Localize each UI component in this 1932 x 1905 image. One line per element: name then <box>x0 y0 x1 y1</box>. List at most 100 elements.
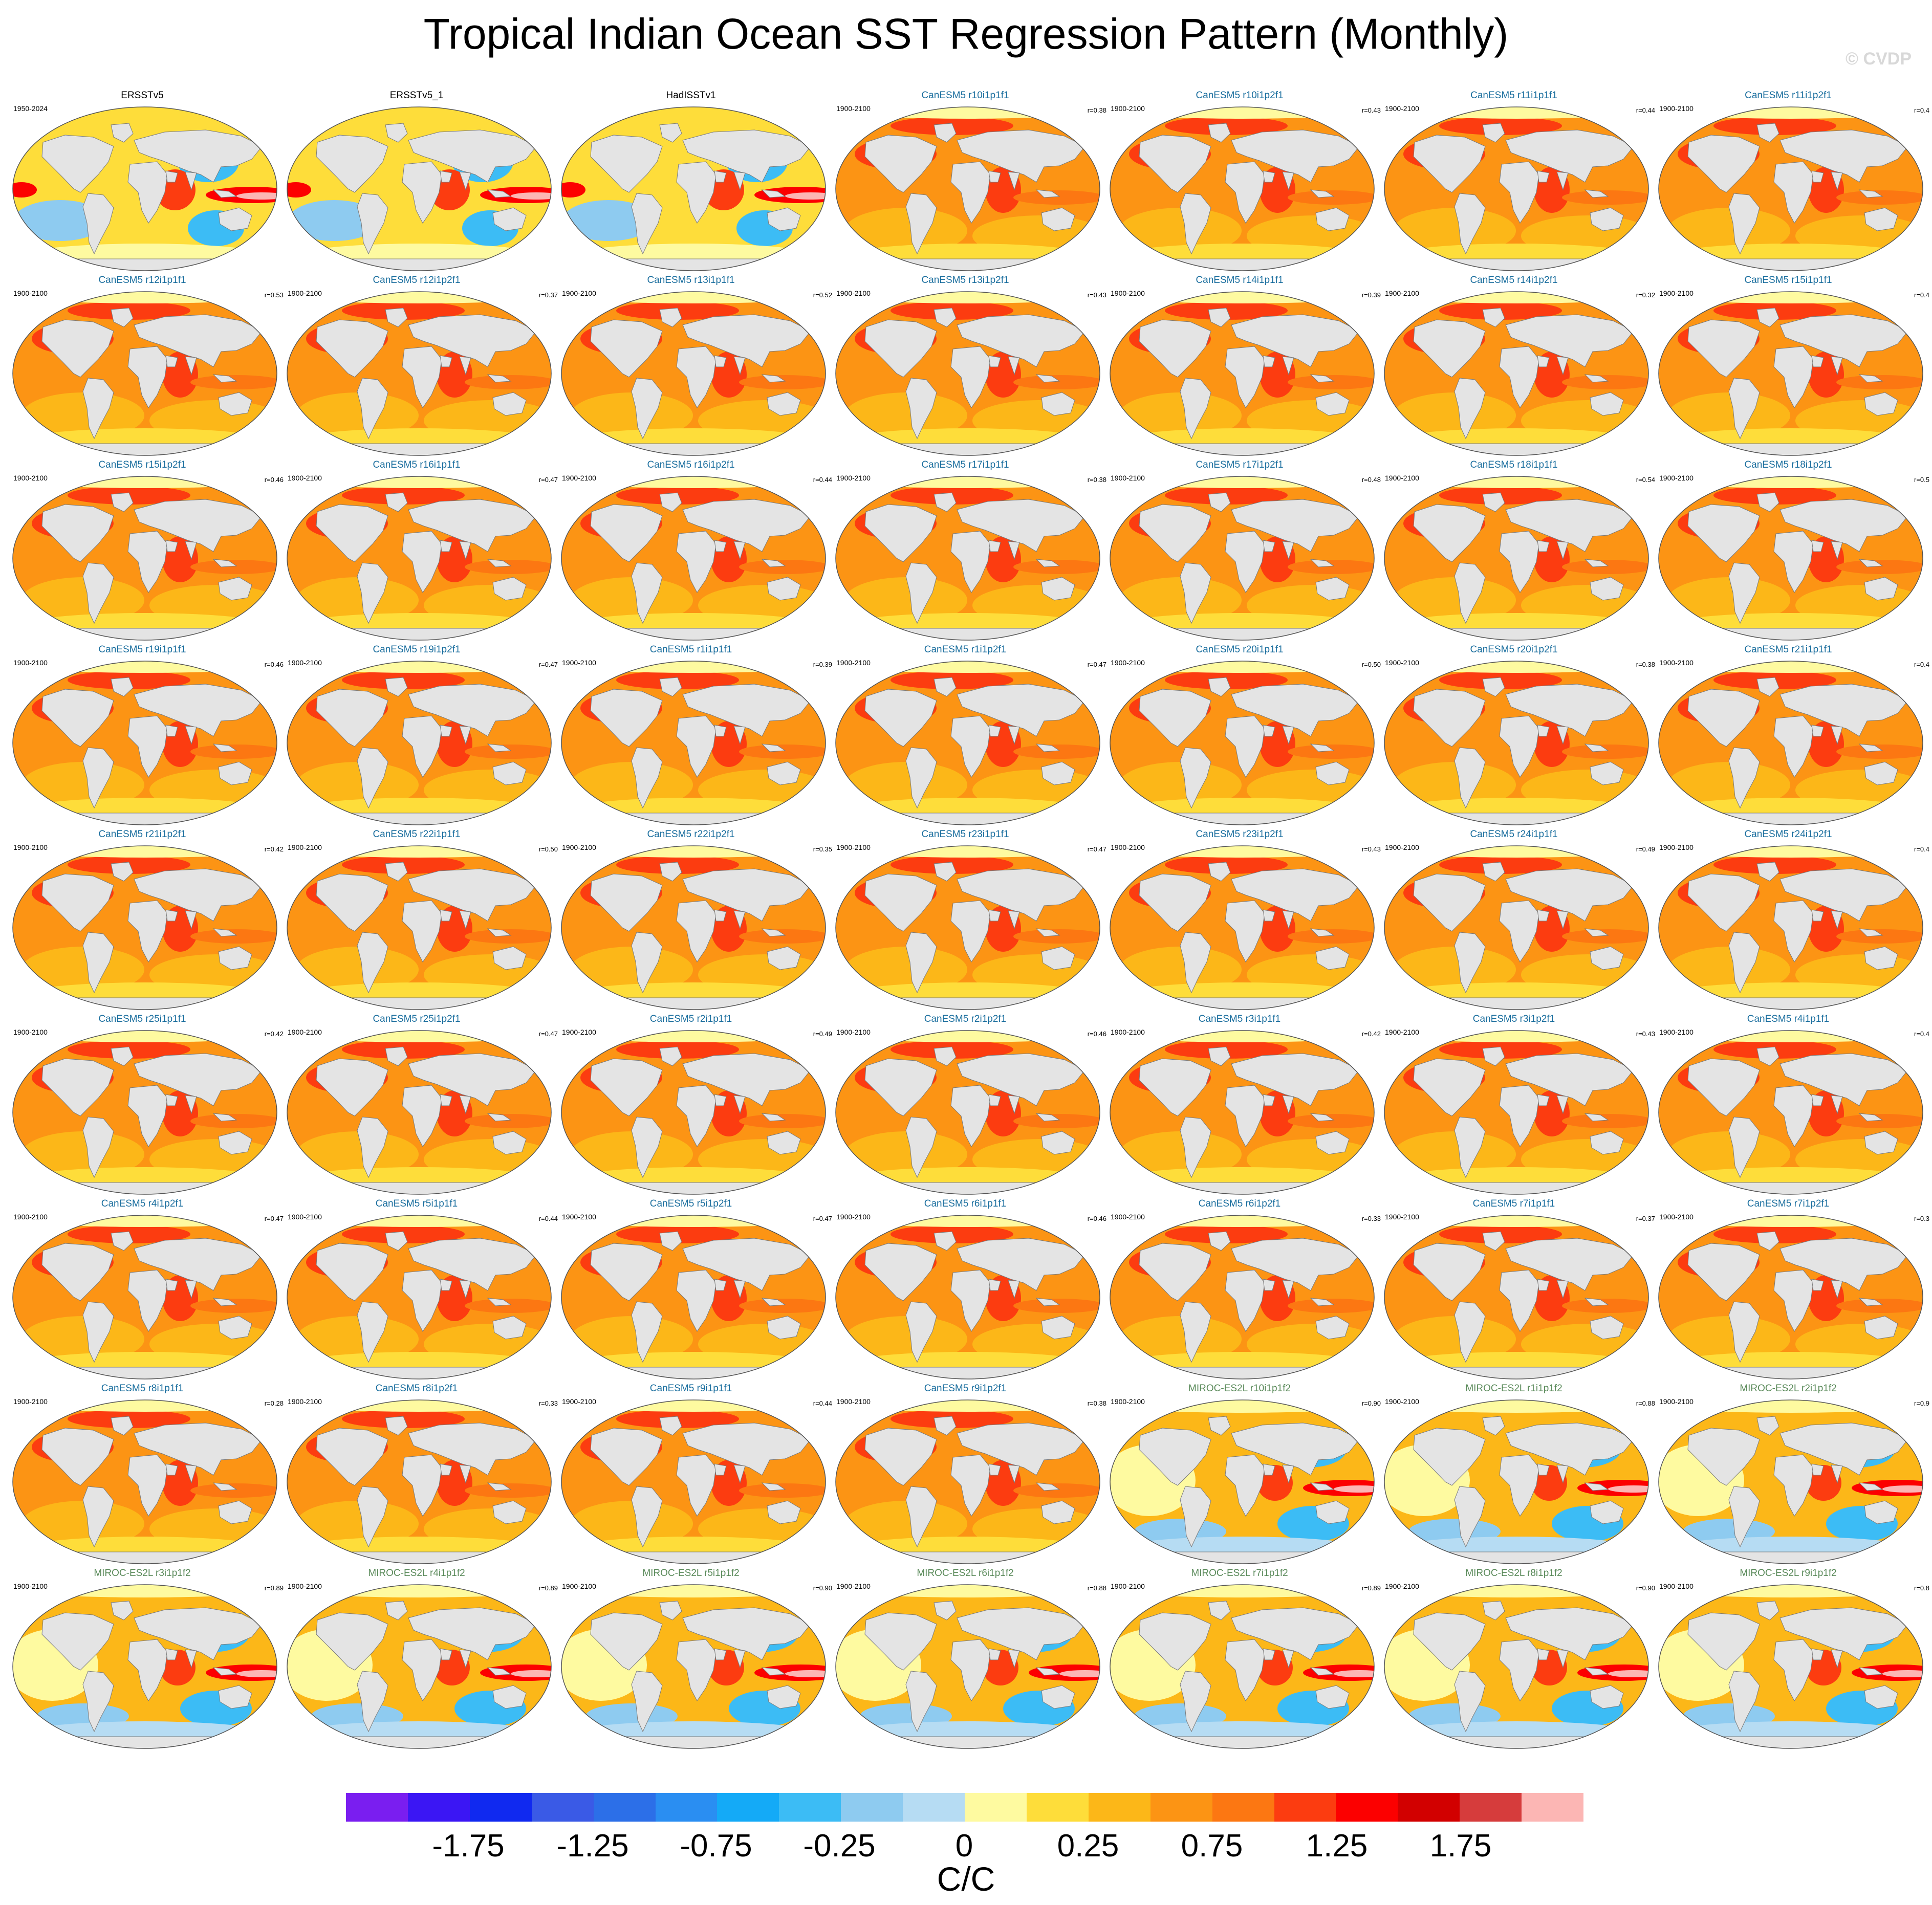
map-panel: CanESM5 r11i1p2f1 1900-2100 r=0.4 <box>1651 89 1929 274</box>
sst-regression-map <box>1110 661 1375 825</box>
panel-title: CanESM5 r6i1p2f1 <box>1198 1198 1281 1209</box>
panel-pattern-correlation: r=0.4 <box>1914 845 1929 853</box>
land-mask <box>1263 540 1275 552</box>
land-mask <box>1864 1316 1898 1340</box>
globe-outline <box>1384 476 1649 641</box>
land-mask <box>1584 743 1609 752</box>
land-mask <box>761 559 786 567</box>
land-mask <box>1208 308 1231 327</box>
panel-title: CanESM5 r14i1p1f1 <box>1196 275 1284 286</box>
sst-regression-map <box>1110 1584 1375 1749</box>
map-panel: CanESM5 r9i1p2f1 1900-2100 r=0.38 <box>828 1382 1106 1567</box>
sst-regression-map <box>835 1215 1100 1380</box>
panel-pattern-correlation: r=0.4 <box>1914 291 1929 299</box>
land-mask <box>185 726 197 745</box>
map-panel: CanESM5 r24i1p2f1 1900-2100 r=0.4 <box>1651 828 1929 1013</box>
panel-title: CanESM5 r24i1p1f1 <box>1470 829 1558 840</box>
land-mask <box>950 1639 991 1701</box>
land-mask <box>1590 577 1624 601</box>
land-mask <box>402 1639 442 1701</box>
land-mask <box>1537 725 1550 737</box>
land-mask <box>1756 123 1779 143</box>
land-mask <box>1454 378 1486 440</box>
panel-years: 1900-2100 <box>13 1213 48 1221</box>
globe-outline <box>561 291 826 456</box>
land-mask <box>185 1649 197 1669</box>
panel-pattern-correlation: r=0.38 <box>1087 476 1106 484</box>
panel-title: CanESM5 r13i1p1f1 <box>647 275 735 286</box>
map-panel: CanESM5 r12i1p2f1 1900-2100 r=0.37 <box>279 274 558 459</box>
land-mask <box>212 189 237 198</box>
land-mask <box>1008 171 1020 191</box>
land-mask <box>492 1685 527 1709</box>
land-mask <box>459 171 471 191</box>
land-mask <box>682 868 811 922</box>
land-mask <box>287 997 551 1010</box>
land-mask <box>733 1095 746 1114</box>
land-mask <box>1556 1095 1569 1114</box>
sst-regression-map <box>561 845 826 1010</box>
land-mask <box>41 873 114 932</box>
map-panel: ERSSTv5_1 <box>279 89 554 274</box>
panel-years: 1900-2100 <box>836 289 871 297</box>
panel-years: 1900-2100 <box>288 659 322 667</box>
land-mask <box>761 1298 786 1306</box>
land-mask <box>385 308 408 327</box>
land-mask <box>1831 1649 1843 1669</box>
panel-years: 1900-2100 <box>836 1213 871 1221</box>
land-mask <box>733 541 746 560</box>
map-panel: CanESM5 r5i1p1f1 1900-2100 r=0.44 <box>279 1197 558 1383</box>
land-mask <box>1584 559 1609 567</box>
land-mask <box>950 1454 991 1517</box>
land-mask <box>1499 1454 1539 1517</box>
sst-regression-map <box>1658 1030 1923 1195</box>
land-mask <box>82 378 114 440</box>
land-mask <box>440 540 452 552</box>
sst-regression-map <box>287 1399 552 1564</box>
land-mask <box>1858 1113 1883 1122</box>
panel-years: 1900-2100 <box>562 1213 596 1221</box>
panel-years: 1900-2100 <box>1385 1397 1419 1406</box>
panel-pattern-correlation: r=0.38 <box>1636 661 1655 668</box>
land-mask <box>1773 1085 1814 1147</box>
land-mask <box>408 129 537 183</box>
colorbar-tick-label: 0.25 <box>1057 1828 1119 1864</box>
panel-years: 1900-2100 <box>1111 104 1145 113</box>
land-mask <box>1208 1416 1231 1436</box>
land-mask <box>82 562 114 624</box>
land-mask <box>905 1116 937 1178</box>
land-mask <box>13 1551 277 1564</box>
panel-years: 1900-2100 <box>836 659 871 667</box>
sst-regression-map <box>1658 476 1923 641</box>
sst-regression-map <box>12 1399 277 1564</box>
land-mask <box>1282 910 1294 930</box>
colorbar-tick-label: -0.75 <box>680 1828 752 1864</box>
land-mask <box>492 1500 527 1524</box>
globe-outline <box>287 1030 552 1195</box>
land-mask <box>1499 161 1539 224</box>
land-mask <box>487 1482 512 1491</box>
map-panel: CanESM5 r24i1p1f1 1900-2100 r=0.49 <box>1377 828 1655 1013</box>
land-mask <box>957 499 1086 552</box>
land-mask <box>950 1269 991 1332</box>
land-mask <box>1282 1280 1294 1299</box>
land-mask <box>1773 161 1814 224</box>
land-mask <box>1773 900 1814 962</box>
land-mask <box>459 726 471 745</box>
map-panel: CanESM5 r16i1p2f1 1900-2100 r=0.44 <box>554 458 832 644</box>
land-mask <box>1454 1671 1486 1733</box>
sst-regression-map <box>1384 661 1649 825</box>
panel-title: ERSSTv5 <box>121 90 164 101</box>
land-mask <box>1225 1269 1265 1332</box>
globe-outline <box>561 661 826 825</box>
panel-title: CanESM5 r13i1p2f1 <box>921 275 1009 286</box>
land-mask <box>408 314 537 367</box>
land-mask <box>714 725 727 737</box>
land-mask <box>385 1231 408 1251</box>
land-mask <box>316 1612 388 1671</box>
land-mask <box>1413 135 1486 193</box>
globe-outline <box>287 291 552 456</box>
globe-outline <box>287 476 552 641</box>
land-mask <box>287 628 551 640</box>
map-panel: CanESM5 r10i1p2f1 1900-2100 r=0.43 <box>1102 89 1381 274</box>
